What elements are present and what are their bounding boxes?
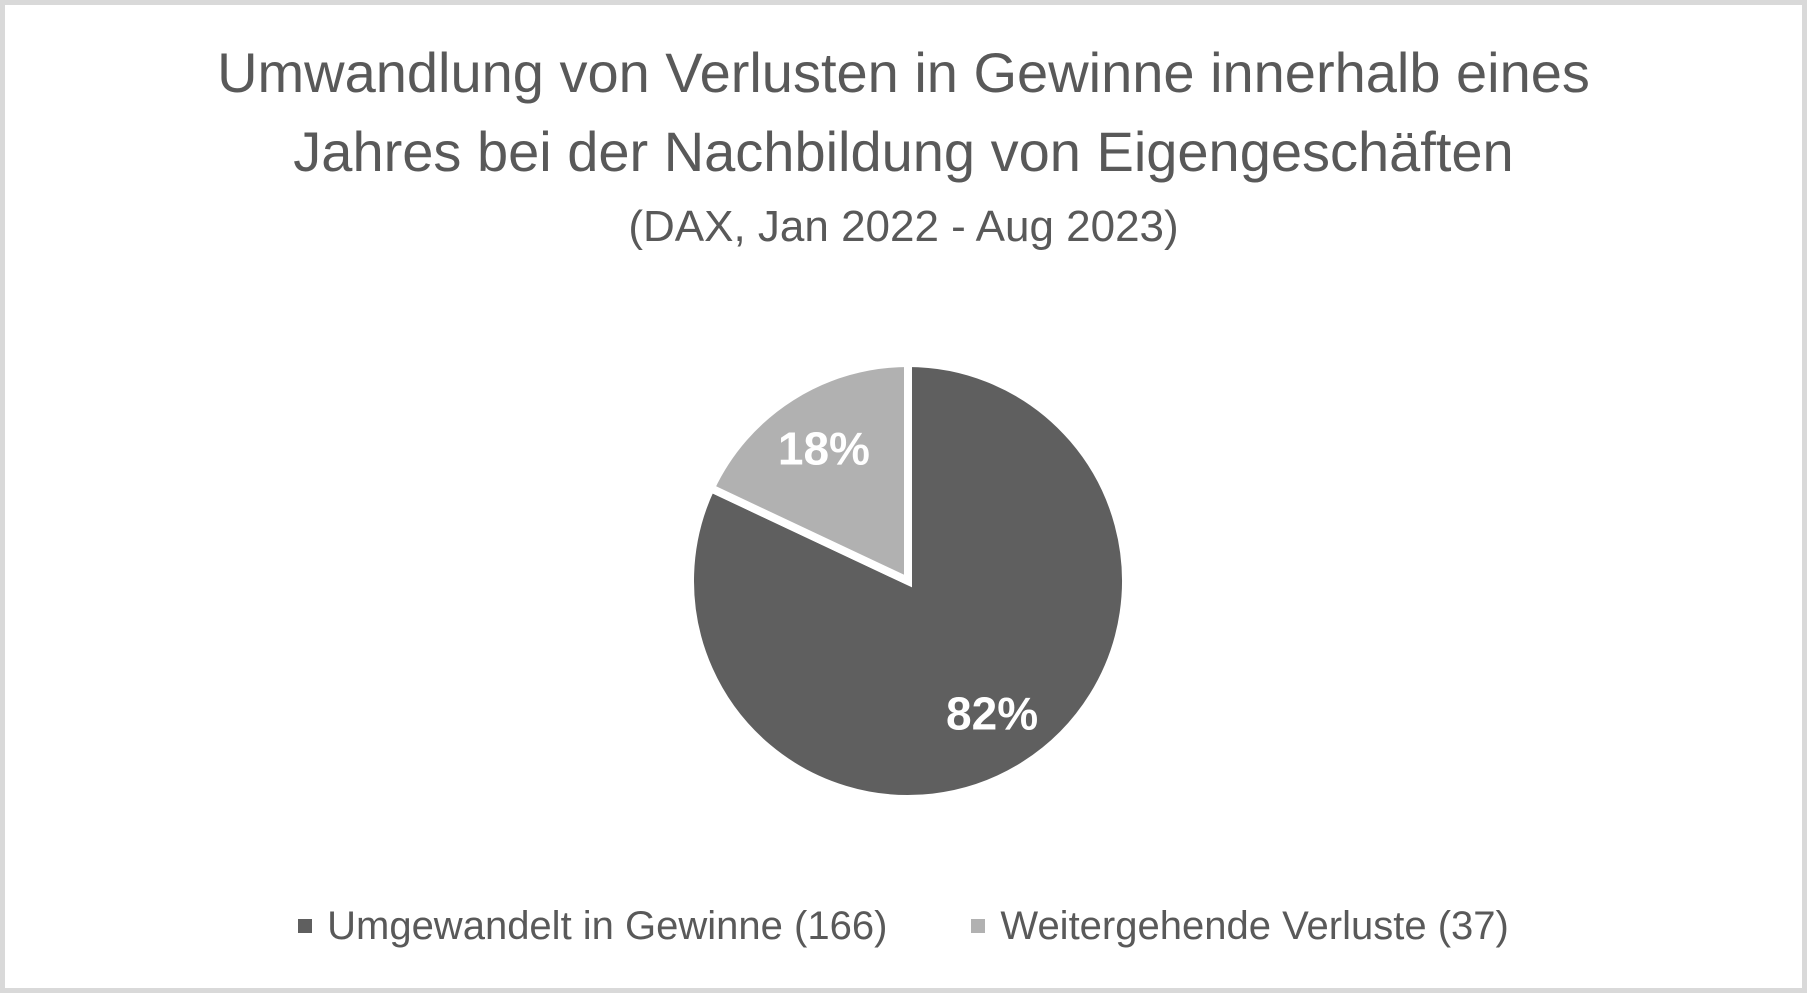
chart-title-line-2: Jahres bei der Nachbildung von Eigengesc… [293,120,1514,183]
legend-label-umgewandelt-in-gewinne: Umgewandelt in Gewinne (166) [327,904,888,948]
pie-slice-percent-label: 18% [778,423,870,475]
legend-label-weitergehende-verluste: Weitergehende Verluste (37) [1000,904,1509,948]
chart-subtitle: (DAX, Jan 2022 - Aug 2023) [628,202,1179,251]
legend-item-weitergehende-verluste: Weitergehende Verluste (37) [971,902,1509,950]
legend-item-umgewandelt-in-gewinne: Umgewandelt in Gewinne (166) [298,902,887,950]
legend: Umgewandelt in Gewinne (166) Weitergehen… [5,902,1802,950]
pie-chart: 82% 18% [686,358,1131,803]
chart-title-block: Umwandlung von Verlusten in Gewinne inne… [5,33,1802,257]
legend-marker-light-square-icon [971,919,986,933]
pie-slice-percent-label: 82% [946,688,1038,740]
legend-marker-dark-square-icon [298,919,313,933]
chart-title-line-1: Umwandlung von Verlusten in Gewinne inne… [217,41,1590,104]
pie-slice-weitergehende-verluste [705,358,912,588]
